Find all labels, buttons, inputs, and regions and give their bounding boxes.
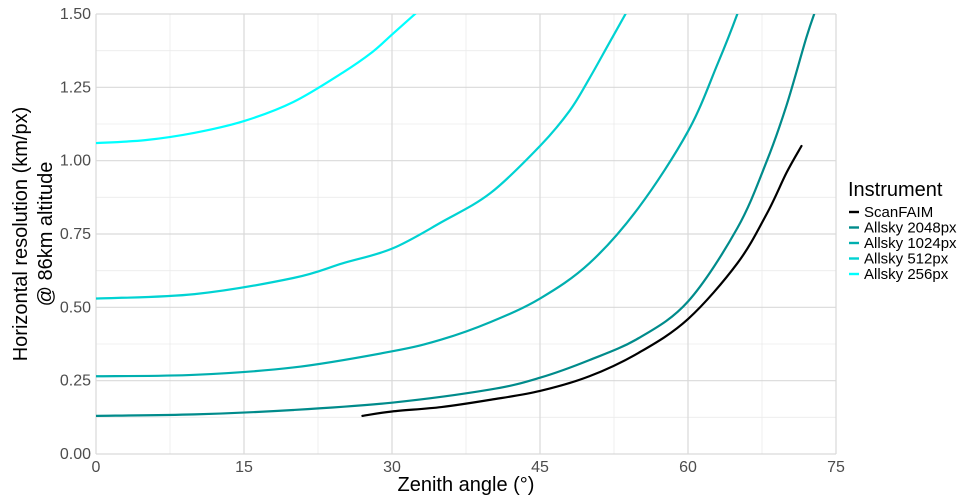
x-tick-label: 60 — [679, 459, 697, 476]
series-line-allsky-512px — [96, 14, 627, 300]
legend-label: Allsky 1024px — [864, 235, 957, 252]
y-axis-title-line-2: @ 86km altitude — [35, 162, 57, 307]
y-tick-label: 0.00 — [60, 446, 91, 463]
y-tick-label: 0.75 — [60, 226, 91, 243]
legend-label: Allsky 512px — [864, 251, 949, 268]
series-lines — [96, 14, 816, 417]
series-line-allsky-2048px — [96, 14, 816, 417]
x-tick-label: 0 — [92, 459, 101, 476]
series-line-allsky-256px — [96, 14, 417, 145]
axes: 0 15 30 45 60 75 0.00 0.25 0.50 0.75 1.00 1.25 1.50 — [60, 6, 845, 476]
grid — [95, 13, 837, 455]
y-tick-label: 1.00 — [60, 153, 91, 170]
x-tick-label: 75 — [827, 459, 845, 476]
y-tick-label: 1.50 — [60, 6, 91, 23]
series-line-allsky-1024px — [96, 14, 739, 378]
y-tick-label: 0.25 — [60, 373, 91, 390]
x-axis-title: Zenith angle (°) — [398, 474, 535, 496]
legend-label: ScanFAIM — [864, 204, 933, 221]
legend-label: Allsky 2048px — [864, 220, 957, 237]
x-tick-label: 45 — [531, 459, 549, 476]
y-axis-title-line-1: Horizontal resolution (km/px) — [10, 107, 32, 362]
legend-title: Instrument — [848, 179, 943, 201]
x-tick-label: 15 — [235, 459, 253, 476]
y-tick-label: 1.25 — [60, 79, 91, 96]
x-tick-label: 30 — [383, 459, 401, 476]
series-line-scanfaim — [361, 144, 803, 417]
y-tick-label: 0.50 — [60, 299, 91, 316]
y-axis-title: Horizontal resolution (km/px) @ 86km alt… — [10, 107, 57, 362]
legend-label: Allsky 256px — [864, 266, 949, 283]
